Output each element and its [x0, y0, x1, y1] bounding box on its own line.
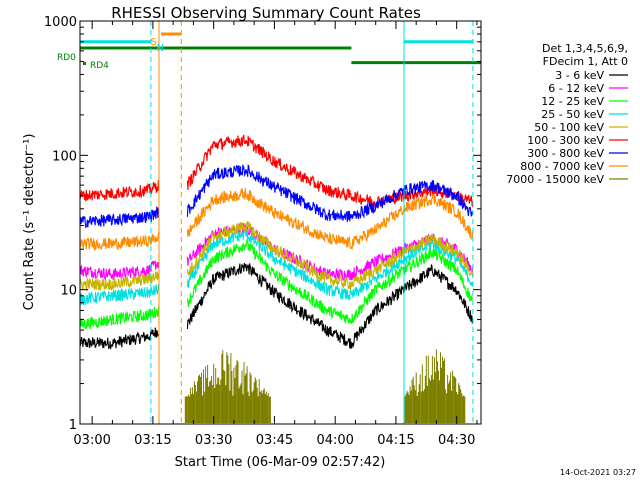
x-tick-label: 03:15 — [134, 433, 171, 448]
footer-timestamp: 14-Oct-2021 03:27 — [560, 468, 636, 477]
plot-frame — [79, 20, 482, 425]
chart-title: RHESSI Observing Summary Count Rates — [111, 4, 421, 22]
y-tick-label: 100 — [52, 149, 77, 164]
marker-label-rd0: RD0 — [57, 53, 76, 63]
legend-label-2: 12 - 25 keV — [541, 95, 604, 108]
x-tick-label: 04:15 — [377, 433, 414, 448]
x-tick-label: 04:00 — [316, 433, 353, 448]
y-tick-label: 1000 — [44, 15, 77, 30]
rd4-dot — [83, 62, 86, 65]
marker-label-s: S — [150, 37, 156, 48]
x-axis-label: Start Time (06-Mar-09 02:57:42) — [175, 455, 386, 470]
series-line-4 — [79, 220, 474, 292]
y-tick-label: 10 — [60, 284, 77, 299]
x-tick-label: 04:30 — [438, 433, 475, 448]
legend: Det 1,3,4,5,6,9,FDecim 1, Att 03 - 6 keV… — [506, 42, 628, 186]
series-line-7 — [79, 188, 474, 252]
x-tick-label: 03:30 — [195, 433, 232, 448]
legend-label-6: 300 - 800 keV — [527, 147, 604, 160]
legend-label-5: 100 - 300 keV — [527, 134, 604, 147]
legend-label-0: 3 - 6 keV — [555, 69, 604, 82]
legend-header-1: FDecim 1, Att 0 — [543, 55, 628, 68]
series-line-2 — [79, 238, 474, 330]
high-energy-spikes-0 — [184, 350, 271, 423]
marker-layer: RD0 RD4 SN — [57, 21, 481, 424]
legend-label-4: 50 - 100 keV — [534, 121, 604, 134]
legend-label-1: 6 - 12 keV — [548, 82, 604, 95]
series-layer — [79, 134, 474, 350]
series-line-0 — [79, 262, 474, 350]
marker-label-n: N — [157, 43, 164, 54]
y-tick-label: 1 — [69, 418, 77, 433]
legend-label-7: 800 - 7000 keV — [520, 160, 604, 173]
legend-label-3: 25 - 50 keV — [541, 108, 604, 121]
series-line-6 — [79, 164, 474, 229]
y-axis-label: Count Rate (s⁻¹ detector⁻¹) — [22, 134, 37, 311]
x-axis: 03:00 03:15 03:30 03:45 04:00 04:15 04:30 — [73, 21, 478, 448]
x-tick-label: 03:00 — [73, 433, 110, 448]
x-tick-label: 03:45 — [256, 433, 293, 448]
marker-label-rd4: RD4 — [90, 61, 109, 71]
legend-label-8: 7000 - 15000 keV — [506, 173, 604, 186]
legend-header-0: Det 1,3,4,5,6,9, — [542, 42, 628, 55]
y-axis: 1 10 100 1000 — [44, 15, 481, 433]
